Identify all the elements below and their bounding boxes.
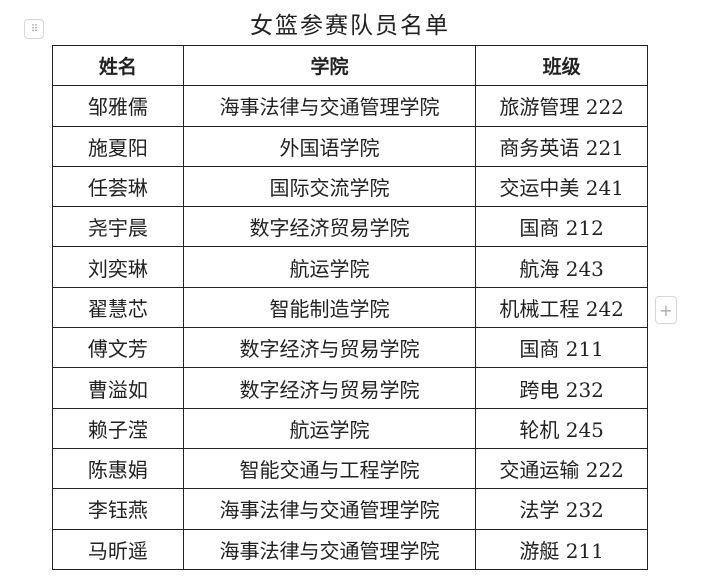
- roster-table: 姓名 学院 班级 邹雅儒 海事法律与交通管理学院 旅游管理 222 施夏阳 外国语学院商…: [52, 44, 648, 570]
- table-row: 曹溢如 数字经济与贸易学院 跨电 232: [52, 367, 648, 409]
- table-row: 陈惠娟 智能交通与工程学院 交通运输 222: [52, 447, 648, 490]
- cell-class: 国商 211: [475, 327, 648, 369]
- document-title: 女篮参赛队员名单: [250, 13, 450, 39]
- cell-class: 法学 232: [475, 488, 648, 530]
- cell-name: 任荟琳: [52, 165, 184, 208]
- header-name: 姓名: [52, 44, 184, 87]
- cell-college: 数字经济与贸易学院: [182, 327, 477, 369]
- table-row: 任荟琳 国际交流学院 交运中美 241: [52, 165, 648, 208]
- cell-college: 国际交流学院: [182, 165, 477, 208]
- cell-class: 跨电 232: [475, 367, 648, 409]
- plus-icon: +: [659, 300, 673, 320]
- cell-name: 曹溢如: [52, 367, 184, 409]
- cell-college: 数字经济贸易学院: [182, 206, 477, 248]
- table-row: 尧宇晨 数字经济贸易学院 国商 212: [52, 206, 648, 248]
- cell-name: 邹雅儒: [52, 85, 184, 127]
- cell-class: 旅游管理 222: [475, 85, 648, 127]
- cell-class: 航海 243: [475, 246, 648, 288]
- cell-college: 数字经济与贸易学院: [182, 367, 477, 409]
- cell-name: 施夏阳: [52, 125, 184, 167]
- table-row: 施夏阳 外国语学院 商务英语 221: [52, 125, 648, 167]
- cell-college: 智能制造学院: [182, 286, 477, 329]
- cell-college: 航运学院: [182, 407, 477, 449]
- table-row: 邹雅儒 海事法律与交通管理学院 旅游管理 222: [52, 85, 648, 127]
- cell-class: 交运中美 241: [475, 165, 648, 208]
- cell-college: 海事法律与交通管理学院: [182, 85, 477, 127]
- cell-class: 商务英语 221: [475, 125, 648, 167]
- cell-college: 海事法律与交通管理学院: [182, 528, 477, 570]
- table-row: 李钰燕 海事法律与交通管理学院 法学 232: [52, 488, 648, 530]
- cell-name: 尧宇晨: [52, 206, 184, 248]
- cell-class: 轮机 245: [475, 407, 648, 449]
- table-drag-handle[interactable]: ⠿: [24, 19, 44, 39]
- cell-name: 陈惠娟: [52, 447, 184, 490]
- table-row: 马昕遥 海事法律与交通管理学院 游艇 211: [52, 528, 648, 570]
- table-header-row: 姓名 学院 班级: [52, 44, 648, 87]
- drag-handle-icon: ⠿: [30, 23, 38, 35]
- table-row: 翟慧芯 智能制造学院 机械工程 242: [52, 286, 648, 329]
- table-row: 傅文芳 数字经济与贸易学院 国商 211: [52, 327, 648, 369]
- cell-name: 赖子滢: [52, 407, 184, 449]
- cell-class: 交通运输 222: [475, 447, 648, 490]
- table-row: 赖子滢 航运学院 轮机 245: [52, 407, 648, 449]
- cell-class: 国商 212: [475, 206, 648, 248]
- cell-college: 航运学院: [182, 246, 477, 288]
- cell-name: 李钰燕: [52, 488, 184, 530]
- header-class: 班级: [475, 44, 648, 87]
- header-college: 学院: [182, 44, 477, 87]
- table-row: 刘奕琳 航运学院 航海 243: [52, 246, 648, 288]
- cell-name: 刘奕琳: [52, 246, 184, 288]
- cell-college: 外国语学院: [182, 125, 477, 167]
- cell-class: 游艇 211: [475, 528, 648, 570]
- cell-name: 翟慧芯: [52, 286, 184, 329]
- add-column-button[interactable]: +: [655, 296, 677, 324]
- cell-name: 傅文芳: [52, 327, 184, 369]
- cell-college: 海事法律与交通管理学院: [182, 488, 477, 530]
- cell-name: 马昕遥: [52, 528, 184, 570]
- cell-class: 机械工程 242: [475, 286, 648, 329]
- cell-college: 智能交通与工程学院: [182, 447, 477, 490]
